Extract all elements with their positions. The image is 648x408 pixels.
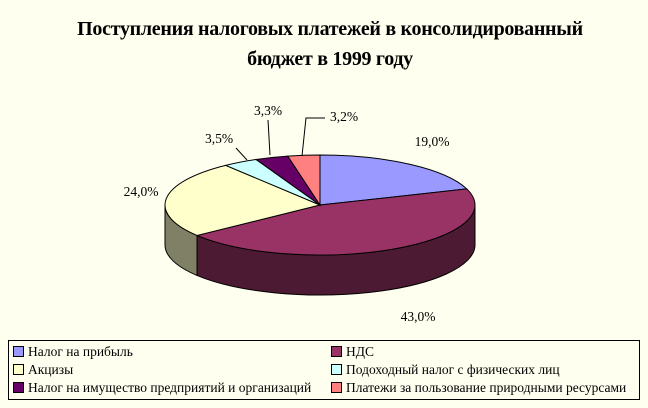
legend-item-excise: Акцизы xyxy=(13,361,73,378)
leader-line xyxy=(301,117,325,157)
chart-title: Поступления налоговых платежей в консоли… xyxy=(60,14,600,74)
data-label: 3,2% xyxy=(330,109,358,124)
chart-title-line-1: Поступления налоговых платежей в консоли… xyxy=(77,18,583,40)
legend-swatch xyxy=(331,382,342,393)
legend-label: Подоходный налог с физических лиц xyxy=(346,361,560,377)
legend-label: Налог на прибыль xyxy=(28,343,133,359)
chart-title-line-2: бюджет в 1999 году xyxy=(247,48,413,70)
legend-label: Платежи за пользование природными ресурс… xyxy=(346,379,627,395)
pie-slice xyxy=(164,164,322,236)
legend-label: Акцизы xyxy=(28,361,74,377)
legend-item-income-tax: Подоходный налог с физических лиц xyxy=(331,361,560,378)
legend-item-resource-payments: Платежи за пользование природными ресурс… xyxy=(331,379,626,396)
data-label: 24,0% xyxy=(124,184,159,199)
legend-swatch xyxy=(331,364,342,375)
legend: Налог на прибыль НДС Акцизы Подоходный н… xyxy=(8,340,640,400)
leader-line xyxy=(267,119,271,156)
data-label: 19,0% xyxy=(415,134,450,149)
legend-swatch xyxy=(13,364,24,375)
pie-slice xyxy=(286,154,321,207)
leader-line xyxy=(235,147,248,161)
legend-swatch xyxy=(13,382,24,393)
legend-item-vat: НДС xyxy=(331,343,374,360)
legend-swatch xyxy=(331,346,342,357)
data-label: 43,0% xyxy=(401,309,436,324)
legend-label: НДС xyxy=(346,343,374,359)
legend-item-property-tax: Налог на имущество предприятий и организ… xyxy=(13,379,311,396)
data-label: 3,5% xyxy=(205,131,233,146)
legend-item-profit-tax: Налог на прибыль xyxy=(13,343,133,360)
pie-slice xyxy=(195,188,476,256)
data-label: 3,3% xyxy=(254,103,282,118)
legend-label: Налог на имущество предприятий и организ… xyxy=(28,379,312,395)
legend-swatch xyxy=(13,346,24,357)
